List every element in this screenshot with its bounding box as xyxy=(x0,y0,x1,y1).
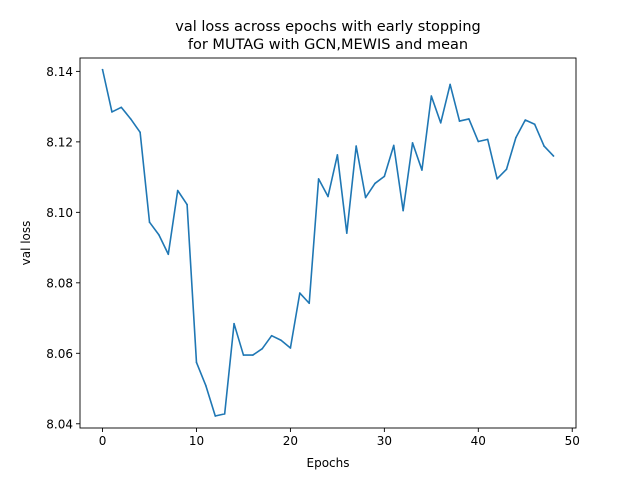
data-point xyxy=(439,122,442,124)
data-point xyxy=(468,118,470,120)
x-tick-label: 50 xyxy=(565,434,580,448)
x-axis-label: Epochs xyxy=(307,456,350,470)
data-point xyxy=(205,384,207,387)
data-point xyxy=(195,361,198,364)
data-point xyxy=(374,182,376,185)
data-point xyxy=(505,168,508,171)
y-tick-label: 8.06 xyxy=(46,347,73,361)
data-point xyxy=(120,106,123,109)
data-point xyxy=(101,68,104,71)
data-point xyxy=(477,140,480,143)
data-point xyxy=(524,119,527,121)
chart-title-line-1: val loss across epochs with early stoppi… xyxy=(175,19,480,35)
y-tick-label: 8.12 xyxy=(46,135,73,149)
data-point xyxy=(496,178,498,180)
data-point xyxy=(186,203,188,206)
data-point xyxy=(233,322,235,325)
x-tick-label: 0 xyxy=(99,434,107,448)
data-point xyxy=(167,253,170,256)
data-point xyxy=(299,292,301,294)
data-point xyxy=(515,136,517,139)
data-point xyxy=(392,144,395,147)
data-point xyxy=(148,221,151,224)
y-tick-label: 8.14 xyxy=(46,65,73,79)
data-point xyxy=(289,347,292,349)
data-point xyxy=(317,178,320,180)
data-point xyxy=(327,195,329,198)
data-point xyxy=(158,234,160,236)
data-point xyxy=(270,334,273,337)
data-point xyxy=(345,232,348,234)
x-tick-label: 40 xyxy=(471,434,486,448)
chart-title-line-2: for MUTAG with GCN,MEWIS and mean xyxy=(188,37,468,53)
data-point xyxy=(402,209,404,212)
data-point xyxy=(336,154,339,156)
data-point xyxy=(111,111,113,113)
plot-frame xyxy=(79,57,577,429)
x-axis: 0 10 20 30 40 50 xyxy=(99,428,580,448)
x-tick-label: 20 xyxy=(283,434,298,448)
y-axis: 8.04 8.06 8.08 8.10 8.12 8.14 xyxy=(46,65,80,431)
data-point xyxy=(223,413,226,415)
data-point xyxy=(214,415,217,417)
data-point xyxy=(486,138,489,141)
y-tick-label: 8.08 xyxy=(46,276,73,290)
data-point xyxy=(308,302,311,305)
data-point xyxy=(449,83,451,86)
y-axis-label: val loss xyxy=(19,221,33,266)
y-tick-label: 8.04 xyxy=(46,417,73,431)
data-point xyxy=(129,118,132,120)
data-point xyxy=(430,95,433,97)
data-point xyxy=(280,339,282,342)
data-point xyxy=(139,131,141,134)
data-point xyxy=(261,347,264,350)
data-point xyxy=(543,145,545,147)
data-point xyxy=(552,155,555,157)
data-points xyxy=(101,68,555,417)
data-point xyxy=(533,123,536,126)
data-point xyxy=(252,354,254,356)
data-point xyxy=(421,169,423,171)
data-point xyxy=(242,354,245,356)
data-point xyxy=(176,189,179,192)
data-point xyxy=(355,145,357,147)
data-point xyxy=(458,120,461,122)
data-point xyxy=(411,142,414,144)
y-tick-label: 8.10 xyxy=(46,206,73,220)
x-tick-label: 30 xyxy=(377,434,392,448)
data-point xyxy=(383,175,386,178)
x-tick-label: 10 xyxy=(189,434,204,448)
data-point xyxy=(364,196,367,199)
